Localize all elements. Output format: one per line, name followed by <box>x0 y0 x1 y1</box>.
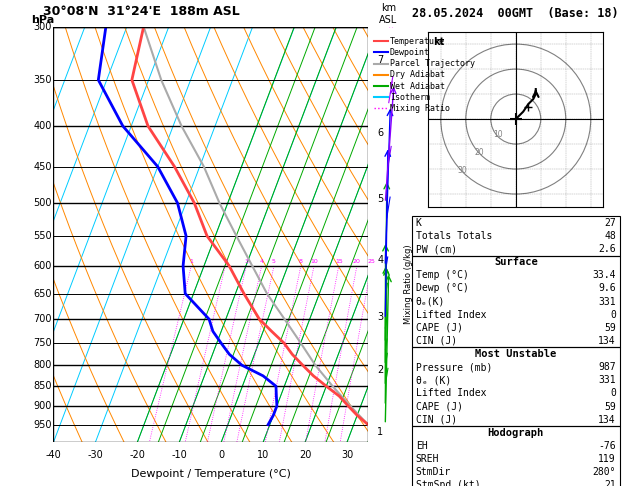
Text: EH: EH <box>416 441 428 451</box>
Text: 280°: 280° <box>593 467 616 477</box>
Text: 9.6: 9.6 <box>598 283 616 294</box>
Text: Surface: Surface <box>494 257 538 267</box>
Text: Temperature: Temperature <box>390 37 445 46</box>
Text: 1: 1 <box>189 259 193 264</box>
Text: -10: -10 <box>171 450 187 460</box>
Text: 500: 500 <box>33 198 52 208</box>
Text: 2: 2 <box>377 364 384 375</box>
Text: 119: 119 <box>598 454 616 464</box>
Text: SREH: SREH <box>416 454 439 464</box>
Text: K: K <box>416 218 421 228</box>
Text: -20: -20 <box>130 450 145 460</box>
Text: Totals Totals: Totals Totals <box>416 231 492 241</box>
Text: Isotherm: Isotherm <box>390 93 430 102</box>
Text: -40: -40 <box>45 450 62 460</box>
Text: 30: 30 <box>341 450 353 460</box>
Text: 30°08'N  31°24'E  188m ASL: 30°08'N 31°24'E 188m ASL <box>43 5 240 18</box>
Text: 28.05.2024  00GMT  (Base: 18): 28.05.2024 00GMT (Base: 18) <box>413 7 619 20</box>
Text: 10: 10 <box>310 259 318 264</box>
Text: 5: 5 <box>377 194 384 204</box>
Text: 600: 600 <box>33 261 52 271</box>
Text: CIN (J): CIN (J) <box>416 415 457 425</box>
Text: 750: 750 <box>33 338 52 348</box>
Text: Mixing Ratio (g/kg): Mixing Ratio (g/kg) <box>404 244 413 324</box>
Text: Temp (°C): Temp (°C) <box>416 270 469 280</box>
Text: 1: 1 <box>377 427 384 437</box>
Text: CAPE (J): CAPE (J) <box>416 401 463 412</box>
Text: kt: kt <box>433 36 445 47</box>
Text: 7: 7 <box>377 54 384 65</box>
Text: 20: 20 <box>299 450 311 460</box>
Text: 650: 650 <box>33 289 52 298</box>
Text: 350: 350 <box>33 75 52 85</box>
Text: 134: 134 <box>598 336 616 346</box>
Text: 59: 59 <box>604 323 616 333</box>
Text: Lifted Index: Lifted Index <box>416 388 486 399</box>
Text: Dewpoint: Dewpoint <box>390 48 430 57</box>
Text: 550: 550 <box>33 231 52 241</box>
Text: PW (cm): PW (cm) <box>416 244 457 254</box>
Text: 20: 20 <box>353 259 361 264</box>
Text: 5: 5 <box>272 259 276 264</box>
Text: 331: 331 <box>598 375 616 385</box>
Text: Mixing Ratio: Mixing Ratio <box>390 104 450 113</box>
Text: 6: 6 <box>377 128 384 138</box>
Text: StmSpd (kt): StmSpd (kt) <box>416 480 481 486</box>
Text: 27: 27 <box>604 218 616 228</box>
Text: 10: 10 <box>493 130 503 139</box>
Text: θₑ(K): θₑ(K) <box>416 296 445 307</box>
Text: 21: 21 <box>604 480 616 486</box>
Text: 48: 48 <box>604 231 616 241</box>
Text: 3: 3 <box>244 259 248 264</box>
Text: 59: 59 <box>604 401 616 412</box>
Text: 0: 0 <box>218 450 225 460</box>
Text: CIN (J): CIN (J) <box>416 336 457 346</box>
Text: km
ASL: km ASL <box>379 3 398 25</box>
Text: 2.6: 2.6 <box>598 244 616 254</box>
Text: 900: 900 <box>33 401 52 411</box>
Text: 950: 950 <box>33 419 52 430</box>
Text: 33.4: 33.4 <box>593 270 616 280</box>
Text: Parcel Trajectory: Parcel Trajectory <box>390 59 475 68</box>
Text: 4: 4 <box>260 259 264 264</box>
Text: 400: 400 <box>33 121 52 131</box>
Text: 300: 300 <box>33 22 52 32</box>
Text: 20: 20 <box>475 148 484 157</box>
Text: Lifted Index: Lifted Index <box>416 310 486 320</box>
Text: -76: -76 <box>598 441 616 451</box>
Text: 2: 2 <box>223 259 227 264</box>
Text: 25: 25 <box>367 259 375 264</box>
Text: Dry Adiabat: Dry Adiabat <box>390 70 445 79</box>
Text: 331: 331 <box>598 296 616 307</box>
Text: StmDir: StmDir <box>416 467 451 477</box>
Text: 4: 4 <box>377 255 384 265</box>
Text: 3: 3 <box>377 312 384 322</box>
Text: 987: 987 <box>598 362 616 372</box>
Text: 850: 850 <box>33 381 52 391</box>
Text: Dewpoint / Temperature (°C): Dewpoint / Temperature (°C) <box>131 469 291 479</box>
Text: Dewp (°C): Dewp (°C) <box>416 283 469 294</box>
Text: 8: 8 <box>299 259 303 264</box>
Text: 700: 700 <box>33 314 52 324</box>
Text: 0: 0 <box>610 310 616 320</box>
Text: hPa: hPa <box>31 15 55 25</box>
Text: 800: 800 <box>33 360 52 370</box>
Text: CAPE (J): CAPE (J) <box>416 323 463 333</box>
Text: 134: 134 <box>598 415 616 425</box>
Text: Hodograph: Hodograph <box>487 428 544 438</box>
Text: 450: 450 <box>33 162 52 172</box>
Text: -30: -30 <box>87 450 103 460</box>
Text: 30: 30 <box>457 166 467 175</box>
Text: Pressure (mb): Pressure (mb) <box>416 362 492 372</box>
Text: Wet Adiabat: Wet Adiabat <box>390 82 445 90</box>
Text: 15: 15 <box>335 259 343 264</box>
Text: Most Unstable: Most Unstable <box>475 349 557 359</box>
Text: 0: 0 <box>610 388 616 399</box>
Text: θₑ (K): θₑ (K) <box>416 375 451 385</box>
Text: 10: 10 <box>257 450 269 460</box>
